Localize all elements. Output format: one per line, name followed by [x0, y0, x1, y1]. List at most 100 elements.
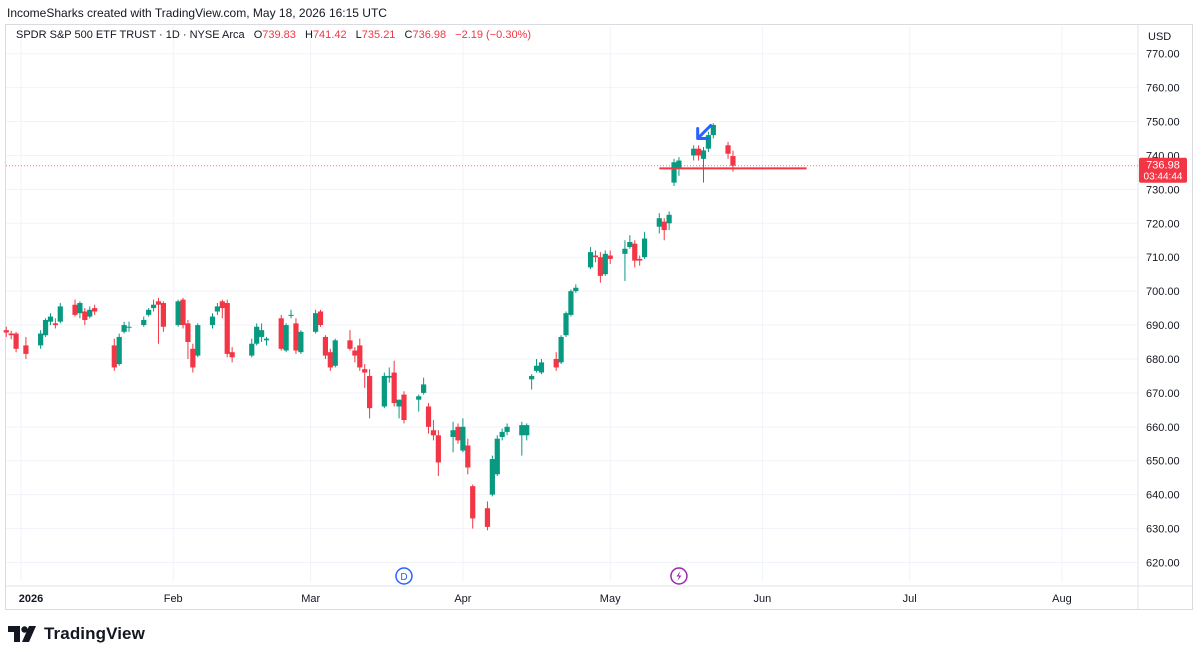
candle-up[interactable] [524, 423, 530, 441]
candle-down[interactable] [347, 330, 353, 351]
currency-label[interactable]: USD [1148, 31, 1172, 43]
candle-down[interactable] [367, 369, 373, 419]
candle-up[interactable] [141, 316, 147, 327]
candle-up[interactable] [254, 323, 260, 346]
candle-down[interactable] [278, 314, 284, 351]
candle-up[interactable] [116, 333, 122, 366]
candle-up[interactable] [146, 308, 152, 317]
candle-down[interactable] [725, 141, 731, 159]
candle-up[interactable] [710, 123, 716, 139]
candle-up[interactable] [47, 313, 54, 326]
candle-up[interactable] [298, 330, 304, 354]
candle-down[interactable] [219, 299, 225, 319]
candle-down[interactable] [52, 318, 58, 329]
candle-down[interactable] [3, 326, 9, 337]
candle-down[interactable] [470, 484, 476, 529]
candle-down[interactable] [607, 250, 613, 265]
candle-down[interactable] [695, 145, 702, 161]
candle-up[interactable] [450, 421, 456, 453]
dividend-marker[interactable]: D [395, 567, 413, 585]
candle-up[interactable] [150, 299, 157, 312]
candle-up[interactable] [533, 358, 540, 373]
candle-up[interactable] [209, 313, 216, 329]
candle-down[interactable] [362, 364, 368, 388]
candle-down[interactable] [13, 331, 19, 353]
candle-down[interactable] [23, 336, 29, 359]
candle-down[interactable] [111, 338, 117, 371]
candle-up[interactable] [258, 323, 265, 343]
candle-up[interactable] [313, 309, 319, 334]
candle-up[interactable] [656, 213, 662, 234]
candle-up[interactable] [489, 455, 495, 497]
candle-up[interactable] [499, 428, 505, 441]
candle-down[interactable] [92, 304, 98, 315]
candle-down[interactable] [637, 255, 643, 266]
candle-down[interactable] [465, 438, 471, 475]
candle-down[interactable] [401, 391, 407, 424]
candle-up[interactable] [126, 321, 132, 332]
candle-up[interactable] [421, 377, 427, 395]
candle-up[interactable] [332, 338, 338, 368]
candle-up[interactable] [175, 299, 181, 327]
candle-up[interactable] [396, 399, 402, 419]
candle-up[interactable] [283, 323, 289, 353]
candle-up[interactable] [214, 303, 220, 315]
candle-down[interactable] [160, 301, 166, 332]
candle-down[interactable] [425, 403, 432, 434]
candle-up[interactable] [676, 157, 682, 176]
candle-up[interactable] [263, 336, 270, 346]
candle-up[interactable] [288, 309, 294, 319]
candle-up[interactable] [494, 435, 500, 477]
candle-down[interactable] [8, 330, 14, 340]
candle-down[interactable] [352, 347, 358, 363]
candle-down[interactable] [435, 430, 441, 477]
candle-down[interactable] [484, 501, 491, 531]
candle-up[interactable] [249, 338, 255, 358]
candle-down[interactable] [430, 420, 437, 441]
candle-down[interactable] [455, 423, 461, 444]
candle-down[interactable] [224, 299, 230, 358]
candle-up[interactable] [568, 289, 574, 317]
candle-down[interactable] [661, 218, 667, 241]
candle-up[interactable] [416, 394, 422, 412]
candle-up[interactable] [666, 211, 672, 231]
candle-up[interactable] [671, 158, 677, 186]
candle-down[interactable] [317, 309, 324, 327]
candle-up[interactable] [386, 367, 392, 383]
candle-down[interactable] [155, 297, 162, 344]
candle-up[interactable] [529, 374, 535, 390]
candle-up[interactable] [602, 250, 608, 276]
tradingview-logo[interactable]: TradingView [8, 624, 145, 644]
candle-up[interactable] [87, 306, 93, 319]
candle-up[interactable] [538, 358, 545, 375]
candle-down[interactable] [190, 343, 196, 373]
candle-down[interactable] [180, 297, 186, 329]
candle-down[interactable] [185, 319, 191, 359]
candle-up[interactable] [563, 311, 569, 337]
candle-up[interactable] [558, 335, 564, 365]
candle-down[interactable] [82, 308, 88, 326]
candle-up[interactable] [519, 421, 525, 456]
candle-up[interactable] [705, 131, 711, 153]
candle-up[interactable] [504, 423, 510, 436]
candle-up[interactable] [587, 247, 594, 270]
lightning-icon[interactable] [670, 567, 688, 585]
candle-up[interactable] [42, 318, 49, 337]
candle-down[interactable] [592, 250, 599, 263]
candle-up[interactable] [622, 240, 628, 281]
candle-down[interactable] [229, 347, 235, 363]
candle-down[interactable] [391, 360, 397, 407]
candle-up[interactable] [641, 231, 648, 259]
candle-up[interactable] [573, 284, 579, 293]
candle-down[interactable] [632, 240, 638, 268]
candle-down[interactable] [597, 252, 603, 283]
candle-up[interactable] [700, 146, 707, 183]
candle-down[interactable] [293, 318, 299, 354]
candle-up[interactable] [627, 235, 633, 249]
candle-down[interactable] [322, 335, 329, 359]
candle-up[interactable] [38, 330, 44, 349]
candle-up[interactable] [121, 321, 127, 334]
candle-up[interactable] [460, 418, 466, 453]
candle-down[interactable] [357, 338, 363, 371]
